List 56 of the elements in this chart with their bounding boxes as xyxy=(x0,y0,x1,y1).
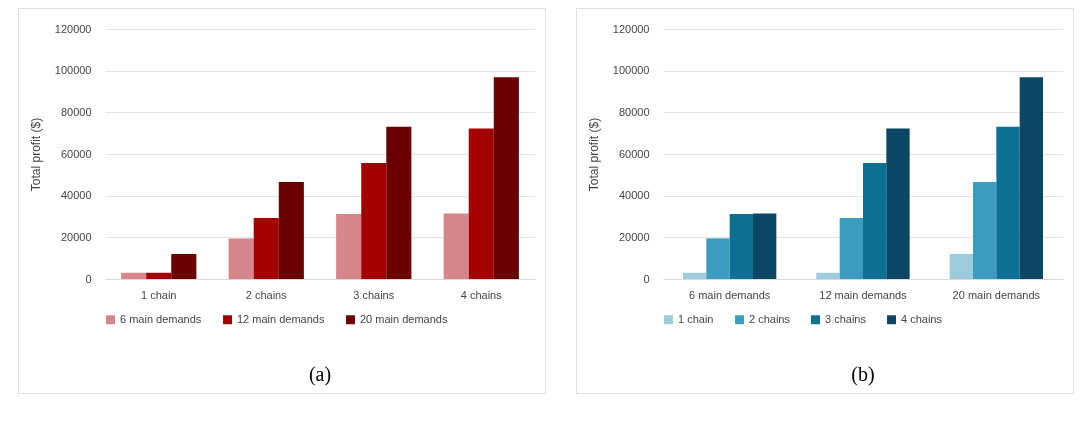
legend-label: 6 main demands xyxy=(120,312,202,325)
legend-label: 3 chains xyxy=(825,312,867,325)
bar xyxy=(949,254,973,279)
x-tick-label: 6 main demands xyxy=(689,288,771,301)
y-tick-label: 60000 xyxy=(618,147,650,160)
legend-label: 2 chains xyxy=(749,312,791,325)
bar xyxy=(1019,77,1043,279)
bar xyxy=(863,162,887,279)
y-tick-label: 0 xyxy=(85,272,92,285)
x-tick-label: 3 chains xyxy=(353,288,395,301)
bar xyxy=(278,181,304,279)
y-tick-label: 40000 xyxy=(60,189,92,202)
bar xyxy=(171,254,197,279)
legend-label: 12 main demands xyxy=(237,312,325,325)
bar xyxy=(443,213,469,279)
y-tick-label: 20000 xyxy=(618,230,650,243)
bar xyxy=(336,214,362,279)
legend-label: 4 chains xyxy=(901,312,943,325)
bar xyxy=(361,162,387,279)
legend-label: 1 chain xyxy=(678,312,714,325)
y-tick-label: 20000 xyxy=(60,230,92,243)
bar xyxy=(386,126,412,279)
bar xyxy=(753,213,777,279)
y-tick-label: 100000 xyxy=(612,64,650,77)
bar xyxy=(228,238,254,279)
bar xyxy=(146,272,172,279)
bar xyxy=(729,214,753,279)
bar xyxy=(683,272,707,279)
y-tick-label: 80000 xyxy=(618,105,650,118)
bar xyxy=(253,217,279,279)
x-tick-label: 4 chains xyxy=(460,288,503,301)
y-tick-label: 120000 xyxy=(612,22,650,35)
bar xyxy=(493,77,519,279)
bar xyxy=(121,272,147,279)
y-axis-title: Total profit ($) xyxy=(28,117,43,192)
y-tick-label: 120000 xyxy=(54,22,92,35)
bar xyxy=(816,272,840,279)
bar xyxy=(886,128,910,279)
x-tick-label: 2 chains xyxy=(245,288,288,301)
y-tick-label: 40000 xyxy=(618,189,650,202)
x-tick-label: 1 chain xyxy=(141,288,177,301)
text: (b) xyxy=(851,363,875,386)
y-tick-label: 100000 xyxy=(54,64,92,77)
y-tick-label: 60000 xyxy=(60,147,92,160)
bar xyxy=(996,126,1020,279)
y-axis-title: Total profit ($) xyxy=(586,117,601,192)
bar xyxy=(839,217,863,279)
text: (a) xyxy=(308,363,332,386)
y-tick-label: 80000 xyxy=(60,105,92,118)
bar xyxy=(706,238,730,279)
y-tick-label: 0 xyxy=(643,272,650,285)
legend-label: 20 main demands xyxy=(360,312,448,325)
bar xyxy=(973,181,997,279)
bar xyxy=(468,128,494,279)
x-tick-label: 12 main demands xyxy=(819,288,908,301)
x-tick-label: 20 main demands xyxy=(952,288,1041,301)
